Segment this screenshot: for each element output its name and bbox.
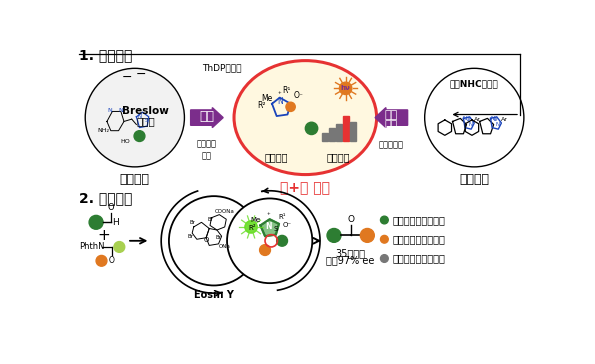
Text: ⁺: ⁺ xyxy=(267,213,271,219)
Text: N: N xyxy=(137,114,142,119)
Circle shape xyxy=(134,131,145,142)
Text: ⊕: ⊕ xyxy=(493,118,497,122)
Ellipse shape xyxy=(234,61,377,175)
Text: H: H xyxy=(112,218,119,227)
Text: N: N xyxy=(277,97,283,106)
Text: 自由基酶: 自由基酶 xyxy=(264,153,287,163)
Bar xyxy=(343,116,349,141)
Circle shape xyxy=(277,236,287,246)
Bar xyxy=(336,124,342,141)
Text: R¹: R¹ xyxy=(282,86,290,95)
Text: R²: R² xyxy=(249,225,256,231)
Text: Ar: Ar xyxy=(474,118,481,122)
Text: S: S xyxy=(145,118,148,123)
Circle shape xyxy=(425,68,524,167)
Text: hν: hν xyxy=(341,85,350,91)
Circle shape xyxy=(380,216,389,224)
Text: N: N xyxy=(490,116,494,121)
Text: N: N xyxy=(468,122,472,127)
Text: 定向进化: 定向进化 xyxy=(326,153,350,163)
Text: Ar: Ar xyxy=(501,118,508,122)
Text: 模拟: 模拟 xyxy=(385,119,398,130)
Text: N: N xyxy=(265,222,272,232)
Text: S: S xyxy=(286,106,290,112)
Text: O⁻: O⁻ xyxy=(282,222,292,228)
Circle shape xyxy=(169,196,259,285)
Text: S: S xyxy=(274,226,278,232)
Text: 仿生: 仿生 xyxy=(199,110,214,123)
Text: +: + xyxy=(98,228,110,243)
Text: 中间体: 中间体 xyxy=(136,116,155,126)
Text: O: O xyxy=(108,202,114,211)
Circle shape xyxy=(286,102,295,111)
Text: HO: HO xyxy=(121,139,130,144)
Circle shape xyxy=(245,221,257,233)
Text: 自由基机理: 自由基机理 xyxy=(379,141,404,150)
FancyArrow shape xyxy=(375,108,408,128)
Circle shape xyxy=(380,255,389,262)
Text: O⁻: O⁻ xyxy=(293,91,303,100)
Text: 1. 设计思路: 1. 设计思路 xyxy=(79,48,133,62)
Text: 光+酶 协同: 光+酶 协同 xyxy=(280,181,330,195)
Text: Br: Br xyxy=(189,220,195,225)
Circle shape xyxy=(361,229,374,242)
Bar xyxy=(330,128,335,141)
Text: N: N xyxy=(463,116,467,121)
Circle shape xyxy=(227,198,312,283)
Circle shape xyxy=(114,242,125,252)
Bar xyxy=(322,133,328,141)
Text: Me: Me xyxy=(262,94,273,103)
Bar xyxy=(350,122,356,141)
Circle shape xyxy=(89,215,103,229)
Circle shape xyxy=(85,68,184,167)
Circle shape xyxy=(305,122,318,135)
Circle shape xyxy=(96,256,107,266)
Text: ONa: ONa xyxy=(219,245,231,249)
Text: 最高97% ee: 最高97% ee xyxy=(326,256,374,265)
Text: O: O xyxy=(203,237,209,244)
Text: 新自由基酰基转移酶: 新自由基酰基转移酶 xyxy=(392,215,445,225)
Circle shape xyxy=(339,82,352,95)
Text: 35个实例: 35个实例 xyxy=(335,248,365,258)
Text: COONa: COONa xyxy=(215,209,234,214)
Text: ⊕: ⊕ xyxy=(466,118,471,122)
Text: 自由基立体化学调控: 自由基立体化学调控 xyxy=(392,234,445,244)
Circle shape xyxy=(259,245,271,256)
Text: Eosin Y: Eosin Y xyxy=(194,290,234,300)
Text: 仿生NHC催化剂: 仿生NHC催化剂 xyxy=(450,79,499,88)
Circle shape xyxy=(380,236,389,243)
Text: Br: Br xyxy=(208,217,214,222)
Text: R¹: R¹ xyxy=(278,214,286,220)
Text: R²: R² xyxy=(257,101,265,110)
Polygon shape xyxy=(261,219,279,236)
Text: 多学科合作解析机制: 多学科合作解析机制 xyxy=(392,253,445,264)
Text: 立体化学
调控: 立体化学 调控 xyxy=(197,139,217,160)
Text: N: N xyxy=(108,108,112,113)
Text: NH₂: NH₂ xyxy=(98,128,110,133)
Text: Br: Br xyxy=(187,234,193,239)
Text: −: − xyxy=(122,71,132,84)
Text: O: O xyxy=(109,256,114,265)
Text: ThDP依赖酶: ThDP依赖酶 xyxy=(202,64,242,73)
Text: 化学催化: 化学催化 xyxy=(459,173,489,186)
Text: 生物催化: 生物催化 xyxy=(120,173,150,186)
Text: ⁺: ⁺ xyxy=(278,92,281,98)
Text: O: O xyxy=(347,215,355,224)
Text: Breslow: Breslow xyxy=(122,106,169,116)
Text: 2. 工作内容: 2. 工作内容 xyxy=(79,191,133,206)
FancyArrow shape xyxy=(190,108,223,128)
Text: Br: Br xyxy=(215,235,221,240)
Circle shape xyxy=(327,229,341,242)
Text: N: N xyxy=(496,122,500,127)
Text: N: N xyxy=(118,108,123,113)
Text: 化学: 化学 xyxy=(385,110,398,120)
Text: −: − xyxy=(136,68,146,80)
Text: PhthN: PhthN xyxy=(79,242,105,252)
Text: Me: Me xyxy=(250,217,261,223)
